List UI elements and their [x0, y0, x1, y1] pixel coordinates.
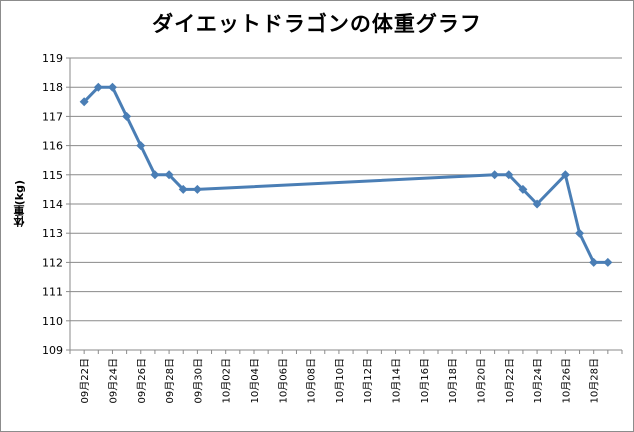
- y-tick-label: 110: [42, 315, 63, 328]
- y-tick-label: 115: [42, 169, 63, 182]
- data-point-3: [122, 111, 132, 121]
- y-tick-label: 117: [42, 110, 63, 123]
- data-point-5: [150, 170, 160, 180]
- y-tick-label: 112: [42, 256, 63, 269]
- data-point-12: [532, 199, 542, 209]
- y-tick-label: 113: [42, 227, 63, 240]
- data-point-1: [93, 82, 103, 92]
- data-point-15: [589, 257, 599, 267]
- x-tick-label: 10月20日: [475, 358, 487, 403]
- data-point-7: [178, 184, 188, 194]
- data-point-10: [504, 170, 514, 180]
- x-tick-label: 10月16日: [419, 358, 431, 403]
- y-tick-label: 119: [42, 52, 63, 65]
- data-point-14: [575, 228, 585, 238]
- x-tick-label: 10月12日: [362, 358, 374, 403]
- x-tick-label: 09月26日: [136, 358, 148, 403]
- x-tick-label: 10月24日: [532, 358, 544, 403]
- data-point-9: [490, 170, 500, 180]
- y-tick-label: 116: [42, 140, 63, 153]
- data-point-4: [136, 141, 146, 151]
- x-tick-label: 10月06日: [277, 358, 289, 403]
- x-tick-label: 10月04日: [249, 358, 261, 403]
- x-tick-label: 09月28日: [164, 358, 176, 403]
- x-tick-label: 09月24日: [107, 358, 119, 403]
- y-tick-label: 109: [42, 344, 63, 357]
- x-tick-label: 10月26日: [560, 358, 572, 403]
- x-tick-label: 10月28日: [589, 358, 601, 403]
- data-point-6: [164, 170, 174, 180]
- data-point-2: [107, 82, 117, 92]
- data-point-0: [79, 97, 89, 107]
- y-tick-label: 111: [42, 286, 63, 299]
- x-tick-label: 10月14日: [391, 358, 403, 403]
- x-tick-label: 09月22日: [79, 358, 91, 403]
- x-tick-label: 10月10日: [334, 358, 346, 403]
- data-point-8: [192, 184, 202, 194]
- data-point-11: [518, 184, 528, 194]
- chart-title: ダイエットドラゴンの体重グラフ: [152, 12, 482, 36]
- x-tick-label: 10月22日: [504, 358, 516, 403]
- data-point-16: [603, 257, 613, 267]
- y-tick-label: 118: [42, 81, 63, 94]
- x-tick-label: 10月08日: [306, 358, 318, 403]
- y-tick-label: 114: [42, 198, 63, 211]
- x-tick-label: 09月30日: [192, 358, 204, 403]
- data-point-13: [560, 170, 570, 180]
- x-tick-label: 10月02日: [221, 358, 233, 403]
- x-tick-label: 10月18日: [447, 358, 459, 403]
